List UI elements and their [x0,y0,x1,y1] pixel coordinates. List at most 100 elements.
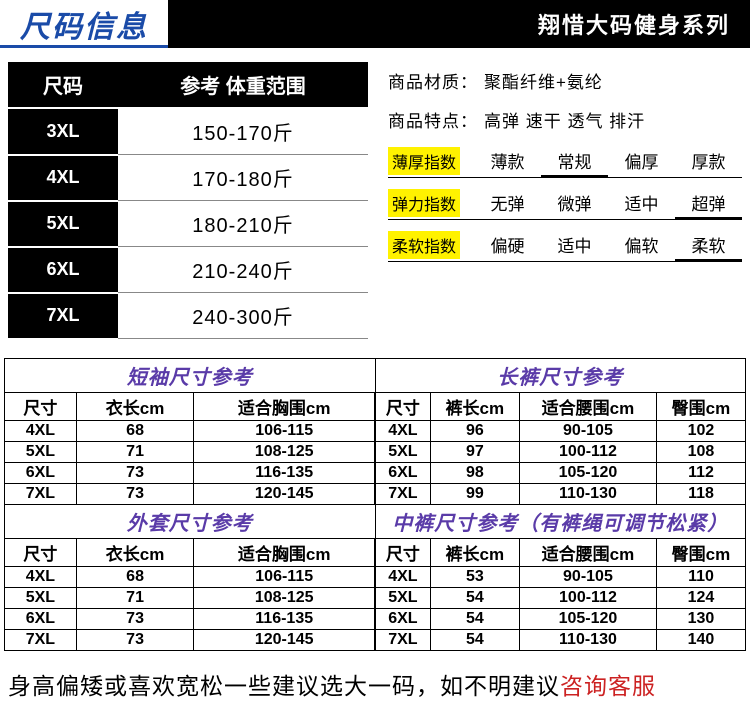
product-properties: 商品材质：聚酯纤维+氨纶 商品特点： 高弹 速干 透气 排汗 薄厚指数薄款常规偏厚… [388,62,742,340]
size-table-row: 6XL73116-135 [5,608,375,629]
mid-pants-table: 尺寸裤长cm适合腰围cm臀围cm4XL5390-1051105XL54100-1… [375,539,745,651]
size-table-cell: 73 [76,608,194,629]
size-table-cell: 124 [656,587,745,608]
size-table-row: 6XL54105-120130 [376,608,746,629]
index-tag: 弹力指数 [388,189,460,217]
size-cell: 7XL [8,293,118,339]
index-option: 偏硬 [474,230,541,259]
material-value: 聚酯纤维+氨纶 [484,73,603,92]
size-table-cell: 7XL [376,629,431,650]
index-option: 偏软 [608,230,675,259]
weight-table-row: 6XL210-240斤 [8,247,368,293]
size-table-cell: 7XL [5,629,76,650]
size-table-cell: 108-125 [194,587,375,608]
size-table-cell: 71 [76,441,194,462]
size-table-cell: 7XL [5,483,76,504]
size-table-header: 尺寸 [376,393,431,421]
size-table-cell: 6XL [376,608,431,629]
size-table-row: 4XL9690-105102 [376,420,746,441]
size-table-cell: 108-125 [194,441,375,462]
size-table-cell: 96 [430,420,519,441]
section1-title-right: 长裤尺寸参考 [376,359,746,392]
size-table-header: 适合腰围cm [519,539,656,567]
jacket-table: 尺寸衣长cm适合胸围cm4XL68106-1155XL71108-1256XL7… [5,539,375,651]
material-line: 商品材质：聚酯纤维+氨纶 [388,68,742,93]
size-table-row: 4XL68106-115 [5,420,375,441]
size-table-row: 5XL71108-125 [5,587,375,608]
index-option: 超弹 [675,188,742,220]
size-table-cell: 68 [76,420,194,441]
size-table-cell: 5XL [5,587,76,608]
size-table-header: 适合胸围cm [194,393,375,421]
size-cell: 6XL [8,247,118,293]
size-table-cell: 4XL [376,566,431,587]
top-section: 尺码参考 体重范围 3XL150-170斤4XL170-180斤5XL180-2… [0,48,750,358]
short-sleeve-table: 尺寸衣长cm适合胸围cm4XL68106-1155XL71108-1256XL7… [5,393,375,505]
section1-title-row: 短袖尺寸参考 长裤尺寸参考 [4,358,746,393]
size-table-cell: 106-115 [194,420,375,441]
size-table-cell: 6XL [5,462,76,483]
feature-line: 商品特点： 高弹 速干 透气 排汗 [388,107,742,132]
index-tag: 柔软指数 [388,231,460,259]
footer-red-text: 咨询客服 [560,673,656,699]
size-table-cell: 54 [430,629,519,650]
size-cell: 4XL [8,155,118,201]
feature-label: 商品特点： [388,112,478,131]
size-table-cell: 4XL [376,420,431,441]
size-table-cell: 100-112 [519,587,656,608]
size-table-header: 尺寸 [376,539,431,567]
size-table-cell: 120-145 [194,483,375,504]
size-table-cell: 105-120 [519,462,656,483]
index-row: 薄厚指数薄款常规偏厚厚款 [388,146,742,178]
size-table-row: 7XL73120-145 [5,629,375,650]
size-table-cell: 73 [76,629,194,650]
size-table-cell: 73 [76,483,194,504]
size-table-row: 5XL97100-112108 [376,441,746,462]
size-table-cell: 6XL [5,608,76,629]
weight-table-row: 3XL150-170斤 [8,108,368,155]
size-table-header: 裤长cm [430,539,519,567]
index-row: 柔软指数偏硬适中偏软柔软 [388,230,742,262]
size-cell: 5XL [8,201,118,247]
size-table-cell: 71 [76,587,194,608]
size-table-cell: 54 [430,587,519,608]
size-table-cell: 130 [656,608,745,629]
weight-reference-table: 尺码参考 体重范围 3XL150-170斤4XL170-180斤5XL180-2… [8,62,368,340]
size-table-cell: 108 [656,441,745,462]
header: 尺码信息 翔惜大码健身系列 [0,0,750,48]
size-table-cell: 6XL [376,462,431,483]
index-tag: 薄厚指数 [388,147,460,175]
size-table-row: 6XL98105-120112 [376,462,746,483]
size-table-cell: 4XL [5,420,76,441]
size-table-cell: 105-120 [519,608,656,629]
size-table-header: 尺寸 [5,539,76,567]
section1-title-left: 短袖尺寸参考 [5,359,376,392]
range-cell: 180-210斤 [118,201,368,247]
section2-title-row: 外套尺寸参考 中裤尺寸参考（有裤绳可调节松紧） [4,505,746,539]
weight-table-header: 参考 体重范围 [118,62,368,108]
size-table-cell: 7XL [376,483,431,504]
size-table-cell: 90-105 [519,420,656,441]
size-table-row: 7XL99110-130118 [376,483,746,504]
size-table-header: 裤长cm [430,393,519,421]
range-cell: 170-180斤 [118,155,368,201]
size-table-header: 衣长cm [76,539,194,567]
size-table-cell: 68 [76,566,194,587]
index-option: 厚款 [675,146,742,175]
size-table-row: 7XL73120-145 [5,483,375,504]
index-option: 微弹 [541,188,608,217]
range-cell: 210-240斤 [118,247,368,293]
feature-value: 高弹 速干 透气 排汗 [484,112,645,131]
size-table-cell: 110-130 [519,483,656,504]
size-table-header: 臀围cm [656,539,745,567]
index-option: 柔软 [675,230,742,262]
index-option: 薄款 [474,146,541,175]
size-table-header: 适合腰围cm [519,393,656,421]
size-table-row: 7XL54110-130140 [376,629,746,650]
size-table-header: 臀围cm [656,393,745,421]
range-cell: 240-300斤 [118,293,368,339]
range-cell: 150-170斤 [118,108,368,155]
size-table-cell: 99 [430,483,519,504]
section2-title-right: 中裤尺寸参考（有裤绳可调节松紧） [376,505,746,538]
size-table-header: 衣长cm [76,393,194,421]
